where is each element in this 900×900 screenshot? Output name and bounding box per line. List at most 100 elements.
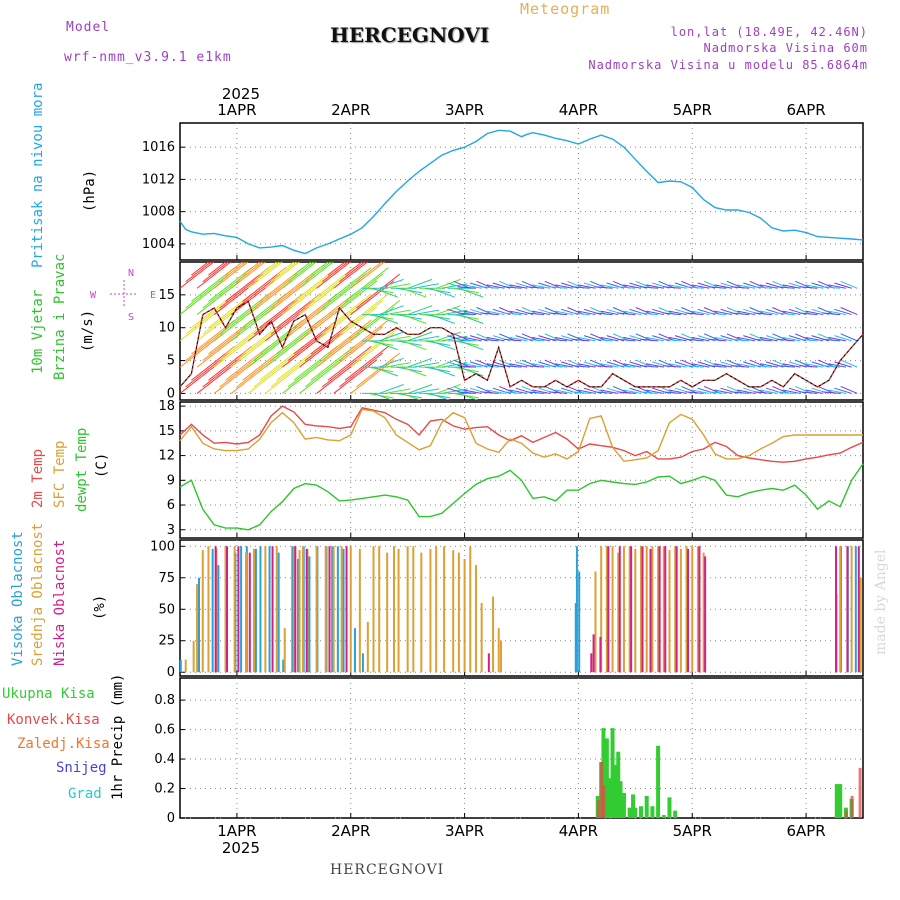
wind-barb (617, 365, 636, 368)
wind-barb (379, 278, 404, 289)
wind-barb (480, 338, 499, 342)
wind-barb (509, 284, 528, 289)
total-precip-bar (661, 815, 666, 818)
wind-barb (840, 307, 858, 316)
wind-barb (202, 262, 229, 283)
wind-barb (350, 359, 395, 394)
wind-barb (753, 391, 772, 394)
y-tick-label: 15 (158, 424, 175, 439)
wind-barb (646, 284, 664, 289)
wind-barb (646, 336, 664, 342)
wind-barb (458, 314, 484, 324)
footer-station: HERCEGNOVI (330, 862, 445, 878)
wind-barb (685, 312, 704, 316)
wind-barb (413, 283, 440, 289)
wind-barb (435, 331, 461, 342)
y-tick-label: 6 (167, 498, 175, 513)
wind-barb (457, 391, 477, 394)
date-label-bottom: 6APR (786, 822, 825, 840)
y-tick-label: 9 (167, 473, 175, 488)
date-label-top: 1APR (217, 101, 256, 119)
wind-barb (327, 319, 372, 355)
wind-barb (822, 312, 841, 316)
conv-precip-bar (844, 810, 848, 818)
total-precip-bar (639, 806, 644, 818)
wind-barb (503, 286, 522, 289)
wind-barb (685, 286, 704, 289)
wind-barb (623, 363, 642, 368)
wind-barb (532, 284, 551, 289)
total-precip-bar (673, 810, 678, 818)
wind-barb (759, 284, 778, 289)
total-precip-bar (631, 794, 636, 818)
wind-barb (270, 262, 298, 283)
y-tick-label: 5 (167, 354, 175, 369)
wind-barb (373, 314, 399, 324)
wind-barb (691, 389, 710, 394)
elevation: Nadmorska Visina 60m (703, 41, 868, 55)
y-tick-label: 0.4 (154, 752, 175, 767)
wind-barb (555, 389, 573, 394)
wind-barb (840, 333, 858, 342)
wind-barbs (180, 262, 858, 400)
wind-barb (401, 287, 427, 298)
wind-barb (407, 305, 433, 316)
wind-barb (731, 391, 750, 394)
y-tick-label: 1016 (142, 140, 175, 155)
wind-barb (840, 280, 858, 289)
wind-barb (805, 336, 824, 342)
wind-barb (503, 365, 522, 368)
wind-barb (191, 262, 210, 276)
wind-barb (339, 300, 384, 335)
date-label-top: 3APR (445, 101, 484, 119)
wind-barb (646, 310, 664, 316)
wind-barb (379, 305, 404, 316)
wind-barb (373, 366, 399, 377)
conv-precip-bar (596, 800, 600, 818)
wind-barb (441, 388, 468, 394)
wind-barb (799, 312, 818, 316)
wind-barb (708, 391, 727, 394)
wind-barb (463, 284, 482, 289)
wind-barb (708, 338, 727, 342)
wind-barb (435, 305, 461, 316)
wind-barb (571, 391, 590, 394)
wind-barb (373, 340, 399, 351)
wind-barb (759, 389, 778, 394)
wind-barb (259, 262, 278, 276)
wind-barb (384, 388, 411, 394)
wind-barb (594, 286, 613, 289)
wind-barb (668, 363, 687, 368)
wind-barb (668, 284, 687, 289)
wind-barb (356, 273, 401, 309)
wind-barb (782, 336, 801, 342)
wind-barb (737, 389, 755, 394)
wind-barb (441, 362, 468, 368)
wind-barb (401, 366, 427, 377)
wind-barb (828, 389, 847, 394)
y-tick-label: 12 (158, 449, 175, 464)
wind-barb (350, 306, 395, 342)
wind-barb (549, 286, 568, 289)
wind-barb (333, 332, 378, 368)
wind-barb (526, 391, 545, 394)
wind-barb (714, 310, 733, 316)
wind-barb (555, 284, 573, 289)
wind-barb (640, 286, 659, 289)
wind-barb (327, 267, 372, 302)
y-tick-label: 15 (158, 288, 175, 303)
wind-barb (401, 314, 427, 324)
wind-barb (373, 287, 399, 298)
wind-barb (463, 389, 482, 394)
wind-barb (503, 391, 522, 394)
wind-barb (714, 336, 733, 342)
wind-barb (225, 262, 244, 276)
total-precip-bar (607, 778, 612, 818)
compass-e-label: E (150, 290, 156, 301)
wind-barb (265, 262, 300, 289)
wind-barb (759, 336, 778, 342)
wind-barb (379, 331, 404, 342)
wind-barb (662, 365, 681, 368)
wind-barb (594, 338, 613, 342)
wind-barb (577, 363, 596, 368)
